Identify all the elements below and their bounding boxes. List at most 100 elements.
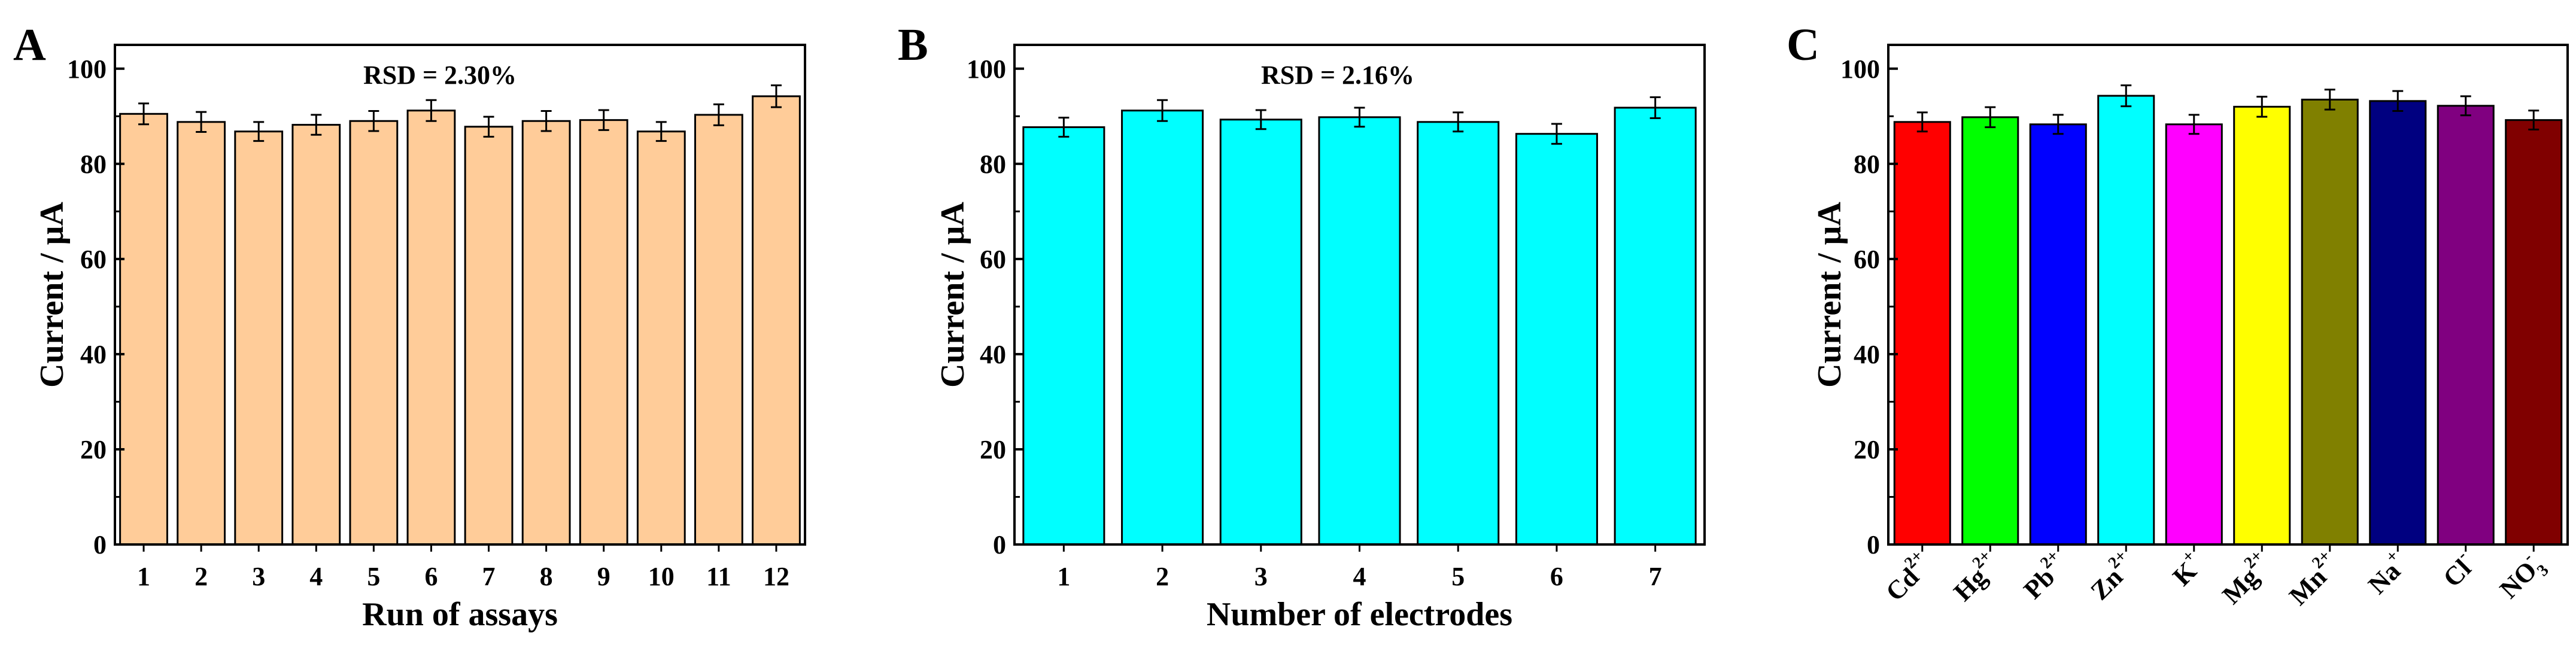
y-tick-label: 20: [80, 435, 107, 464]
bar: [636, 130, 686, 546]
x-tick-label: K+: [2164, 546, 2209, 591]
plot-frame: [1887, 44, 2569, 546]
y-tick-label: 40: [80, 340, 107, 369]
bar: [1219, 118, 1302, 546]
bar: [464, 126, 514, 546]
error-bar: [2324, 89, 2335, 111]
error-bar: [1354, 107, 1365, 128]
x-tick-label: Cd2+: [1877, 546, 1937, 607]
y-tick-label: 60: [1854, 245, 1880, 274]
x-tick-label: Zn2+: [2082, 546, 2141, 606]
bar: [2233, 105, 2291, 546]
y-tick-label: 20: [1854, 435, 1880, 464]
error-bar: [770, 84, 782, 108]
bar: [2301, 98, 2359, 546]
bar: [234, 130, 284, 546]
x-tick-label: Mg2+: [2214, 546, 2277, 610]
x-tick-label: NO3-: [2491, 546, 2553, 608]
error-bar: [1985, 106, 1996, 129]
error-bar: [1551, 123, 1562, 145]
bar: [1961, 116, 2019, 546]
bar: [119, 112, 168, 546]
x-tick-label: 1: [1057, 562, 1070, 591]
bar: [521, 120, 571, 546]
error-bar: [540, 110, 552, 132]
bar: [2165, 123, 2223, 546]
error-bar: [1650, 96, 1661, 119]
y-tick-label: 40: [980, 340, 1006, 369]
x-tick-label: Mn2+: [2280, 546, 2344, 610]
bar: [1893, 121, 1951, 546]
error-bar: [2256, 96, 2268, 118]
y-tick-label: 0: [93, 530, 107, 559]
bar: [349, 120, 399, 546]
rsd-annotation: RSD = 2.16%: [1261, 60, 1414, 90]
panel-letter: C: [1787, 20, 1819, 70]
error-bar: [1255, 109, 1266, 130]
x-tick-label: 10: [648, 562, 675, 591]
bar: [177, 121, 226, 546]
bar: [291, 124, 341, 546]
plot-frame: [114, 44, 806, 546]
x-tick-label: 6: [1550, 562, 1563, 591]
chart-panel-b: 0 20 40 60 80 100 1 2 3 4 5 6 7 B Current / μA Number o…: [898, 20, 1706, 633]
x-tick-label: 6: [424, 562, 438, 591]
error-bar: [713, 103, 724, 126]
y-tick-label: 60: [80, 245, 107, 274]
y-tick-label: 0: [1867, 530, 1880, 559]
y-tick-label: 100: [67, 54, 107, 84]
error-bar: [655, 121, 667, 142]
x-axis-title: Number of electrodes: [1207, 596, 1512, 633]
x-tick-label: 5: [367, 562, 380, 591]
error-bar: [138, 102, 150, 126]
bar: [1614, 107, 1697, 546]
x-tick-label: 2: [195, 562, 208, 591]
x-tick-label: 7: [482, 562, 496, 591]
error-bar: [426, 99, 437, 122]
x-tick-label: Pb2+: [2015, 546, 2073, 604]
y-tick-label: 0: [993, 530, 1006, 559]
bar: [2437, 105, 2495, 546]
error-bar: [598, 109, 609, 131]
error-bar: [196, 111, 207, 133]
error-bar: [1453, 111, 1464, 133]
x-axis-title: Run of assays: [362, 596, 558, 633]
error-bar: [483, 115, 494, 138]
x-tick-label: Na+: [2359, 546, 2413, 600]
error-bar: [368, 110, 379, 132]
y-tick-label: 60: [980, 245, 1006, 274]
x-tick-label: 3: [252, 562, 265, 591]
x-tick-label: 11: [706, 562, 731, 591]
bar: [1417, 121, 1500, 546]
chart-panel-c: 0 20 40 60 80 100 Cd2+Hg2+Pb2+Zn2+ K+Mg2+Mn2+ Na…: [1787, 20, 2569, 611]
y-tick-label: 80: [1854, 150, 1880, 179]
y-axis-title: Current / μA: [1811, 202, 1848, 388]
y-tick-label: 100: [967, 54, 1006, 84]
error-bar: [2392, 90, 2404, 112]
y-tick-label: 40: [1854, 340, 1880, 369]
x-tick-label: 7: [1649, 562, 1662, 591]
bar: [752, 95, 801, 546]
error-bar: [2528, 109, 2539, 131]
x-tick-label: Cl-: [2435, 546, 2481, 592]
x-tick-label: 9: [597, 562, 610, 591]
error-bar: [311, 114, 322, 136]
bar: [2505, 119, 2563, 546]
error-bar: [253, 121, 265, 142]
bar: [2097, 95, 2155, 546]
error-bar: [1058, 117, 1070, 138]
y-tick-label: 80: [80, 150, 107, 179]
error-bar: [1916, 111, 1928, 133]
error-bar: [2460, 95, 2471, 117]
x-tick-label: 2: [1156, 562, 1169, 591]
error-bar: [2052, 114, 2064, 135]
bar: [1318, 116, 1401, 546]
bar: [694, 114, 743, 546]
y-tick-label: 20: [980, 435, 1006, 464]
x-tick-label: 4: [1353, 562, 1366, 591]
x-tick-label: 4: [309, 562, 323, 591]
x-tick-label: 3: [1254, 562, 1268, 591]
x-tick-label: 8: [540, 562, 553, 591]
